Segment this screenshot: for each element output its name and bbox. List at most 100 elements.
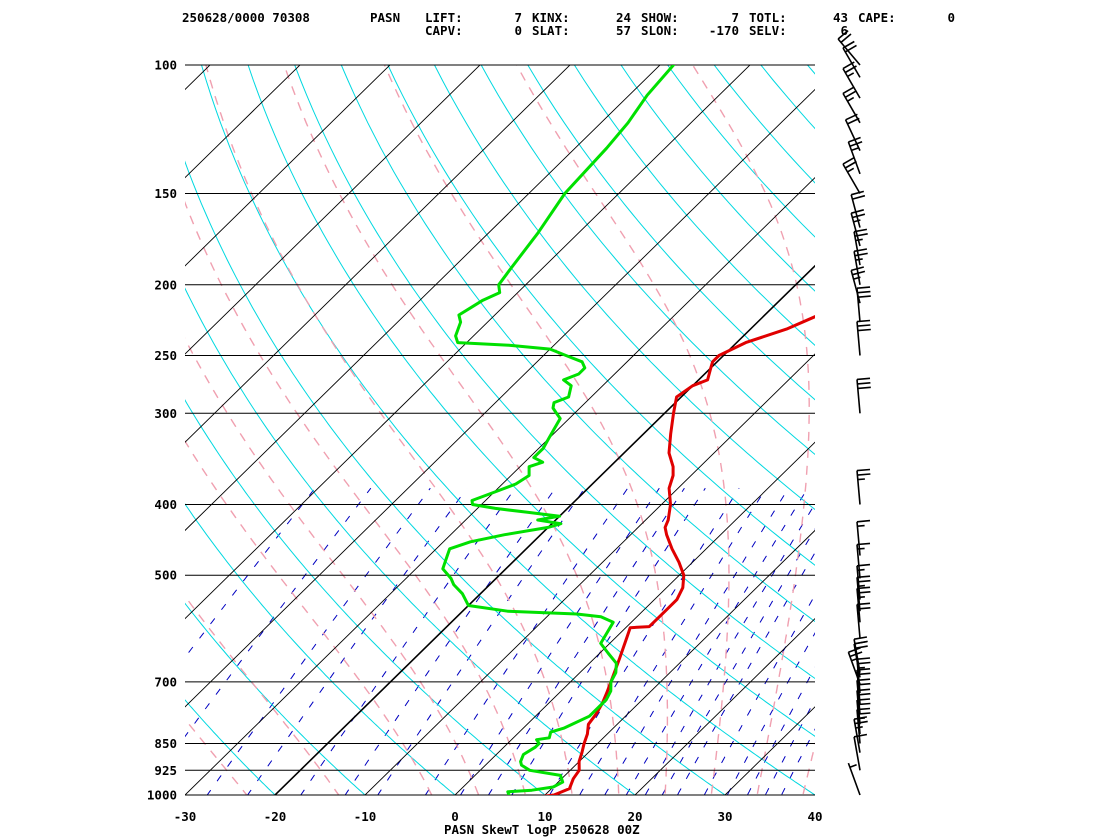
wind-barb-staff: [856, 521, 861, 556]
moist-adiabat-line: [516, 65, 730, 795]
capv-value: 0: [514, 23, 522, 38]
dry-adiabat-line: [185, 794, 186, 795]
wind-barb-staff: [856, 544, 861, 579]
dry-adiabat-line: [387, 65, 815, 566]
wind-barb-feather: [852, 194, 866, 200]
mixing-ratio-line: [676, 551, 815, 795]
wind-barb-feather: [857, 473, 871, 476]
dry-adiabat-line: [185, 503, 456, 795]
wind-barb-staff: [842, 47, 861, 78]
wind-barb-feather: [840, 33, 852, 44]
pressure-tick-label: 400: [154, 497, 177, 512]
temperature-tick-label: 30: [717, 809, 732, 824]
wind-barb-feather: [857, 324, 871, 327]
wind-barb-feather: [854, 720, 868, 725]
wind-barb-feather: [857, 579, 871, 583]
wind-barb-feather: [856, 468, 871, 472]
temperature-tick-label: 0: [451, 809, 459, 824]
wind-barb-feather: [853, 248, 868, 253]
station-time: 250628/0000 70308: [182, 10, 310, 25]
isotherm-line: [185, 88, 815, 708]
wind-barb-feather: [850, 209, 865, 214]
pressure-tick-label: 150: [154, 186, 177, 201]
isotherm-line: [185, 65, 211, 91]
totl-value: 43: [833, 10, 848, 25]
wind-barb-feather: [856, 319, 871, 323]
wind-barb: [842, 86, 861, 124]
kinx-value: 24: [616, 10, 631, 25]
mixing-ratio-line: [549, 487, 740, 795]
dry-adiabat-line: [666, 65, 815, 238]
wind-barb-staff: [856, 577, 861, 612]
moist-adiabat-line: [283, 65, 620, 795]
mixing-ratio-line: [764, 698, 815, 795]
wind-barb-feather: [856, 377, 871, 381]
mixing-ratio-line: [377, 487, 586, 795]
moist-adiabat-line: [0, 65, 169, 811]
wind-barb-feather: [854, 640, 868, 645]
mixing-ratio-line: [661, 528, 815, 795]
temperature-tick-label: -20: [264, 809, 287, 824]
dewpoint-line: [441, 65, 675, 795]
station-id: PASN: [370, 10, 400, 25]
wind-barb-staff: [847, 651, 861, 685]
pressure-tick-label: 700: [154, 674, 177, 689]
wind-barb-feather: [844, 160, 857, 169]
moist-adiabat-line: [185, 337, 480, 795]
wind-barb-staff: [853, 643, 861, 678]
wind-barb-staff: [853, 251, 861, 285]
wind-barb-staff: [842, 68, 861, 99]
cape-value: 0: [947, 10, 955, 25]
mixing-ratio-line: [511, 487, 706, 795]
moist-adiabat-line: [185, 595, 340, 795]
wind-barb-staff: [856, 690, 861, 725]
wind-barb-staff: [856, 565, 861, 600]
stats-header: 250628/0000 70308 PASN LIFT: 7 KINX: 24 …: [182, 10, 955, 38]
dry-adiabat-line: [840, 49, 1120, 811]
isotherm-line: [185, 65, 661, 532]
mixing-ratio-line: [780, 728, 815, 795]
wind-barb-feather: [857, 295, 871, 298]
wind-barb: [837, 29, 861, 66]
wind-barb: [856, 519, 871, 556]
pressure-tick-label: 200: [154, 277, 177, 292]
wind-barb: [842, 156, 861, 194]
isotherm-line: [273, 264, 815, 795]
pressure-tick-label: 1000: [147, 788, 177, 803]
temperature-tick-label: 10: [537, 809, 552, 824]
temperature-labels: -30 -20 -10 0 10 20 30 40: [174, 809, 823, 824]
dry-adiabat-line: [760, 65, 815, 130]
isotherm-line: [185, 65, 571, 443]
wind-barb-feather: [849, 141, 863, 147]
temperature-tick-label: -10: [354, 809, 377, 824]
wind-barb-feather: [852, 213, 866, 219]
dry-adiabat-line: [886, 49, 1120, 811]
isotherm-line: [185, 65, 391, 267]
slon-value: -170: [709, 23, 739, 38]
dry-adiabat-line: [185, 699, 276, 795]
wind-barb: [856, 468, 871, 505]
dry-adiabat-line: [527, 65, 815, 401]
wind-barb-feather: [856, 575, 871, 579]
wind-barb-half-feather: [853, 219, 861, 223]
capv-label: CAPV:: [425, 23, 463, 38]
dry-adiabat-line: [185, 399, 546, 795]
wind-barb-staff: [856, 321, 861, 356]
moist-adiabat-line: [0, 65, 79, 811]
mixing-ratio-line: [703, 594, 815, 795]
wind-barb: [847, 762, 861, 796]
isotherm-line: [0, 49, 47, 811]
wind-barb-feather: [853, 733, 868, 738]
moist-adiabat-line: [185, 439, 433, 795]
wind-barb: [856, 377, 871, 414]
dry-adiabat-line: [433, 65, 815, 511]
pressure-tick-label: 925: [154, 763, 177, 778]
wind-barb: [853, 248, 868, 285]
wind-barb-staff: [856, 379, 861, 414]
wind-barb-staff: [856, 604, 861, 639]
pressure-labels: 100 150 200 250 300 400 500 700 850 925 1000: [147, 58, 177, 803]
wind-barb-staff: [856, 700, 861, 735]
wind-barb-feather: [857, 290, 871, 294]
wind-barb-half-feather: [857, 547, 865, 550]
dry-adiabat-line: [340, 65, 815, 623]
